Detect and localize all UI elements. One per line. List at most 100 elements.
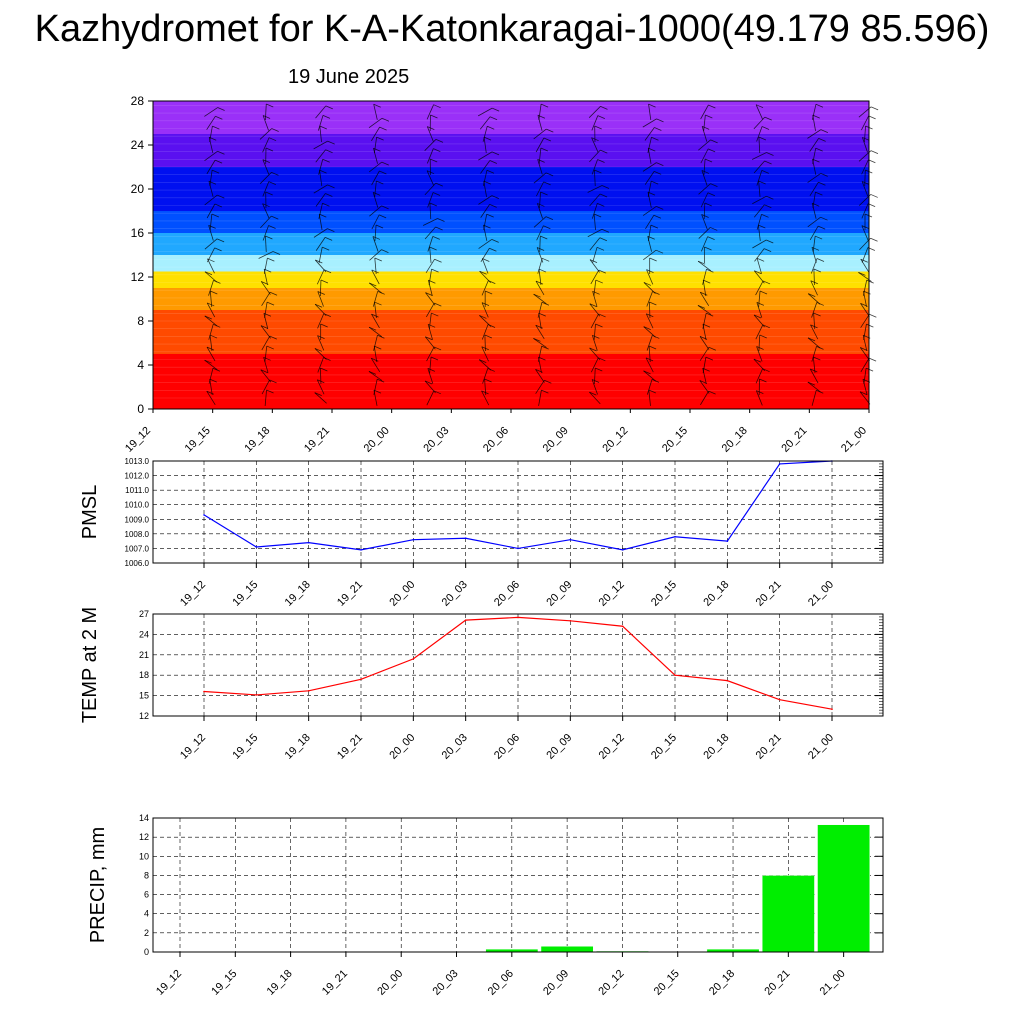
wind-barb bbox=[589, 347, 601, 361]
heatmap-xtick-label: 20_18 bbox=[720, 425, 750, 455]
wind-barb bbox=[700, 390, 709, 406]
wind-barb-flag bbox=[656, 206, 664, 210]
wind-barb-flag bbox=[319, 169, 327, 174]
wind-barb-flag bbox=[545, 216, 554, 221]
wind-barb bbox=[372, 236, 379, 252]
wind-barb-flag bbox=[595, 279, 603, 284]
wind-barb-flag bbox=[204, 315, 212, 320]
precip-xtick-label: 20_12 bbox=[596, 968, 626, 998]
wind-barb bbox=[263, 357, 269, 373]
wind-barb bbox=[755, 390, 763, 406]
wind-barb-flag bbox=[483, 136, 492, 141]
wind-barb bbox=[206, 203, 216, 219]
wind-barb bbox=[812, 357, 816, 373]
wind-barb-flag bbox=[543, 225, 551, 230]
precip-ytick-label: 12 bbox=[139, 832, 149, 842]
wind-barb bbox=[369, 249, 382, 261]
wind-barb bbox=[481, 280, 489, 296]
wind-barb-flag bbox=[209, 378, 217, 383]
wind-barb bbox=[426, 148, 434, 164]
wind-barb bbox=[373, 104, 378, 120]
precip-xtick-label: 19_12 bbox=[154, 968, 184, 998]
wind-barb-flag bbox=[755, 104, 764, 109]
wind-barb bbox=[701, 214, 708, 230]
wind-barb-flag bbox=[210, 290, 218, 295]
wind-barb-flag bbox=[425, 292, 433, 296]
wind-barb-flag bbox=[217, 194, 225, 199]
heatmap-ytick-label: 24 bbox=[131, 138, 145, 152]
wind-barb bbox=[754, 248, 765, 262]
wind-barb bbox=[756, 258, 762, 274]
wind-barb bbox=[537, 203, 543, 219]
wind-barb bbox=[756, 170, 763, 186]
wind-barb bbox=[863, 368, 867, 384]
wind-barb bbox=[315, 149, 326, 163]
wind-barb bbox=[587, 228, 603, 238]
wind-barb bbox=[317, 335, 325, 351]
temp-data-point bbox=[203, 690, 205, 693]
wind-barb-flag bbox=[431, 312, 439, 317]
wind-barb-flag bbox=[759, 378, 767, 383]
temp-xtick-label: 20_09 bbox=[544, 732, 574, 762]
wind-barb bbox=[422, 218, 438, 226]
wind-barb-flag bbox=[598, 313, 606, 318]
wind-barb bbox=[483, 137, 487, 153]
wind-barb bbox=[265, 103, 267, 121]
pmsl-ytick-label: 1006.0 bbox=[125, 559, 150, 568]
wind-barb bbox=[315, 259, 327, 273]
wind-barb-flag bbox=[655, 249, 664, 254]
wind-barb-flag bbox=[866, 323, 874, 328]
wind-barb-flag bbox=[540, 147, 548, 152]
wind-barb-flag bbox=[435, 138, 444, 143]
wind-barb bbox=[810, 324, 819, 340]
wind-barb-flag bbox=[589, 303, 597, 308]
wind-barb bbox=[318, 203, 323, 219]
wind-barb bbox=[426, 126, 434, 142]
wind-barb bbox=[536, 225, 544, 241]
wind-barb-flag bbox=[266, 389, 274, 394]
pmsl-ylabel: PMSL bbox=[79, 485, 101, 539]
wind-barb-flag bbox=[708, 104, 716, 109]
wind-barb bbox=[533, 293, 547, 305]
wind-barb bbox=[811, 346, 817, 362]
wind-barb bbox=[206, 346, 216, 362]
wind-barb-flag bbox=[860, 347, 868, 351]
wind-barb-flag bbox=[816, 302, 824, 306]
wind-barb bbox=[589, 391, 601, 405]
wind-barb bbox=[373, 379, 378, 395]
wind-barb-flag bbox=[758, 224, 766, 229]
wind-barb bbox=[208, 280, 214, 296]
wind-barb-flag bbox=[429, 202, 438, 207]
wind-barb-flag bbox=[753, 314, 762, 319]
wind-barb bbox=[425, 259, 435, 273]
wind-barb bbox=[859, 391, 871, 405]
wind-barb bbox=[812, 192, 816, 208]
wind-barb bbox=[313, 184, 328, 194]
pmsl-xtick-label: 21_00 bbox=[806, 579, 836, 609]
wind-barb bbox=[861, 225, 869, 241]
wind-barb bbox=[591, 203, 598, 219]
wind-barb bbox=[697, 305, 712, 315]
precip-xtick-label: 20_00 bbox=[375, 968, 405, 998]
wind-barb-flag bbox=[430, 114, 438, 119]
wind-barb-flag bbox=[479, 359, 487, 364]
wind-barb bbox=[757, 225, 761, 241]
pmsl-data-point bbox=[255, 546, 258, 548]
wind-barb bbox=[263, 258, 268, 274]
wind-barb-flag bbox=[704, 202, 712, 207]
wind-barb-flag bbox=[815, 147, 823, 152]
temp-xtick-label: 21_00 bbox=[806, 732, 836, 762]
wind-barb bbox=[208, 225, 214, 241]
wind-barb-flag bbox=[756, 257, 765, 262]
wind-barb bbox=[758, 334, 761, 352]
wind-barb-flag bbox=[540, 235, 548, 240]
temp-ytick-label: 27 bbox=[139, 609, 149, 619]
wind-barb-flag bbox=[759, 334, 767, 339]
wind-barb bbox=[538, 104, 542, 120]
wind-barb bbox=[317, 357, 324, 373]
wind-barb bbox=[426, 390, 435, 406]
wind-barb-flag bbox=[859, 391, 868, 396]
wind-barb bbox=[537, 159, 543, 175]
heatmap-ytick-label: 28 bbox=[131, 94, 145, 108]
wind-barb-flag bbox=[597, 115, 605, 119]
